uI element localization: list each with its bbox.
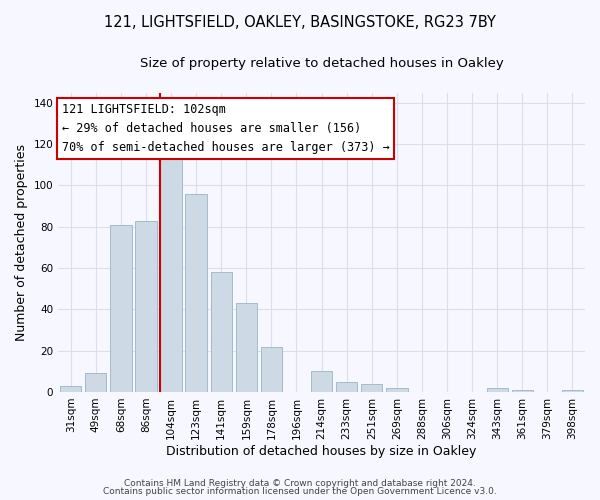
Bar bbox=[361, 384, 382, 392]
Bar bbox=[110, 224, 131, 392]
Bar bbox=[336, 382, 358, 392]
Text: 121, LIGHTSFIELD, OAKLEY, BASINGSTOKE, RG23 7BY: 121, LIGHTSFIELD, OAKLEY, BASINGSTOKE, R… bbox=[104, 15, 496, 30]
Bar bbox=[211, 272, 232, 392]
Bar bbox=[136, 220, 157, 392]
Bar bbox=[185, 194, 207, 392]
Text: 121 LIGHTSFIELD: 102sqm
← 29% of detached houses are smaller (156)
70% of semi-d: 121 LIGHTSFIELD: 102sqm ← 29% of detache… bbox=[62, 103, 389, 154]
X-axis label: Distribution of detached houses by size in Oakley: Distribution of detached houses by size … bbox=[166, 444, 477, 458]
Bar bbox=[160, 156, 182, 392]
Bar bbox=[60, 386, 82, 392]
Text: Contains public sector information licensed under the Open Government Licence v3: Contains public sector information licen… bbox=[103, 487, 497, 496]
Bar bbox=[487, 388, 508, 392]
Bar bbox=[236, 303, 257, 392]
Bar bbox=[386, 388, 407, 392]
Bar bbox=[261, 346, 282, 392]
Bar bbox=[562, 390, 583, 392]
Bar bbox=[311, 372, 332, 392]
Text: Contains HM Land Registry data © Crown copyright and database right 2024.: Contains HM Land Registry data © Crown c… bbox=[124, 478, 476, 488]
Y-axis label: Number of detached properties: Number of detached properties bbox=[15, 144, 28, 340]
Bar bbox=[512, 390, 533, 392]
Bar bbox=[85, 374, 106, 392]
Title: Size of property relative to detached houses in Oakley: Size of property relative to detached ho… bbox=[140, 58, 503, 70]
